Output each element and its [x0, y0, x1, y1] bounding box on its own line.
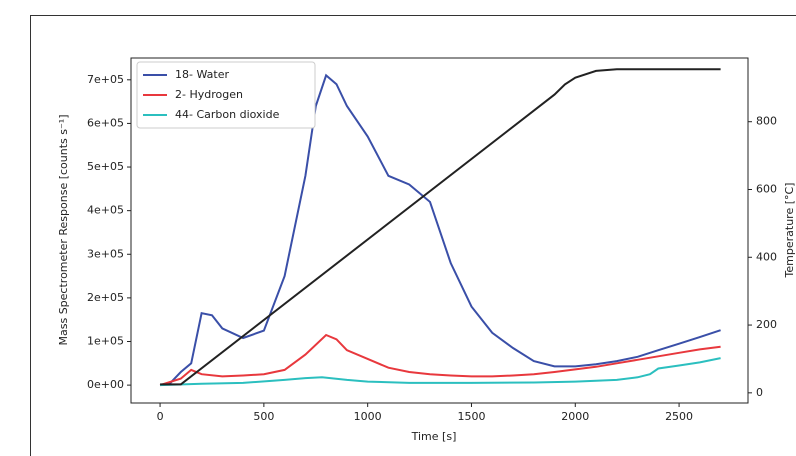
legend-box: [136, 61, 316, 129]
y-tick-label: 3e+05: [87, 247, 124, 260]
x-tick-label: 0: [157, 410, 164, 423]
legend-label: 44- Carbon dioxide: [175, 108, 280, 121]
y-axis-label: Mass Spectrometer Response [counts s⁻¹]: [57, 115, 70, 346]
x-axis-label: Time [s]: [411, 430, 457, 443]
series-line: [159, 73, 721, 387]
plot-frame: [130, 57, 749, 404]
series-line: [160, 357, 721, 387]
x-tick-label: 500: [253, 410, 274, 423]
y2-tick-label: 400: [756, 250, 777, 263]
series-line: [159, 333, 721, 387]
y-tick-label: 1e+05: [87, 335, 124, 348]
y-tick-label: 6e+05: [87, 116, 124, 129]
y2-tick-label: 600: [756, 182, 777, 195]
y2-tick-label: 0: [756, 386, 763, 399]
x-tick-label: 2000: [561, 410, 589, 423]
x-tick-label: 2500: [665, 410, 693, 423]
x-tick-label: 1000: [354, 410, 382, 423]
y-tick-label: 4e+05: [87, 204, 124, 217]
series-line: [160, 68, 721, 386]
y-tick-label: 2e+05: [87, 291, 124, 304]
frame: [30, 15, 796, 456]
y-tick-label: 5e+05: [87, 160, 124, 173]
x-tick-label: 1500: [457, 410, 485, 423]
legend-label: 18- Water: [175, 68, 229, 81]
legend-label: 2- Hydrogen: [175, 88, 243, 101]
y2-tick-label: 800: [756, 115, 777, 128]
y2-tick-label: 200: [756, 318, 777, 331]
y-tick-label: 0e+00: [87, 378, 124, 391]
y2-axis-label: Temperature [°C]: [783, 183, 796, 279]
y-tick-label: 7e+05: [87, 73, 124, 86]
